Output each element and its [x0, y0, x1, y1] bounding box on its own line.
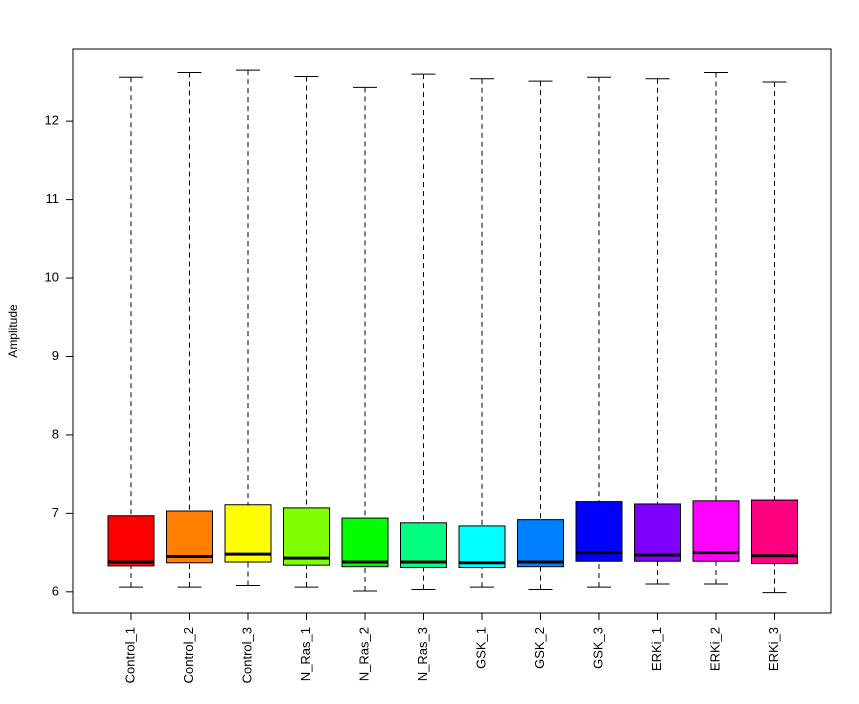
box — [283, 507, 330, 566]
box — [166, 510, 213, 564]
box — [458, 525, 506, 569]
y-tick-label: 7 — [52, 505, 59, 520]
x-tick-label: N_Ras_1 — [298, 627, 313, 681]
x-tick-label: ERKi_2 — [707, 627, 722, 671]
x-tick-label: N_Ras_3 — [415, 627, 430, 681]
box — [634, 503, 681, 562]
x-tick-label: ERKi_1 — [649, 627, 664, 671]
box — [107, 515, 155, 567]
x-tick-label: Control_1 — [122, 627, 137, 683]
y-tick-label: 8 — [52, 426, 59, 441]
box — [751, 499, 798, 565]
plot-frame — [72, 48, 832, 614]
box — [400, 522, 447, 569]
x-tick-label: N_Ras_2 — [356, 627, 371, 681]
x-tick-label: GSK_3 — [590, 627, 605, 669]
y-tick-label: 10 — [45, 269, 59, 284]
y-tick-label: 12 — [45, 113, 59, 128]
y-tick-label: 6 — [52, 583, 59, 598]
y-tick-label: 11 — [46, 191, 60, 206]
y-tick-label: 9 — [52, 348, 59, 363]
x-tick-label: Control_3 — [239, 627, 254, 683]
y-axis-label: Amplitude — [6, 304, 20, 358]
box — [341, 517, 389, 568]
x-tick-label: ERKi_3 — [766, 627, 781, 671]
box — [224, 504, 272, 563]
x-tick-label: GSK_2 — [532, 627, 547, 669]
x-tick-label: GSK_1 — [473, 627, 488, 669]
box — [517, 519, 564, 568]
x-tick-label: Control_2 — [181, 627, 196, 683]
